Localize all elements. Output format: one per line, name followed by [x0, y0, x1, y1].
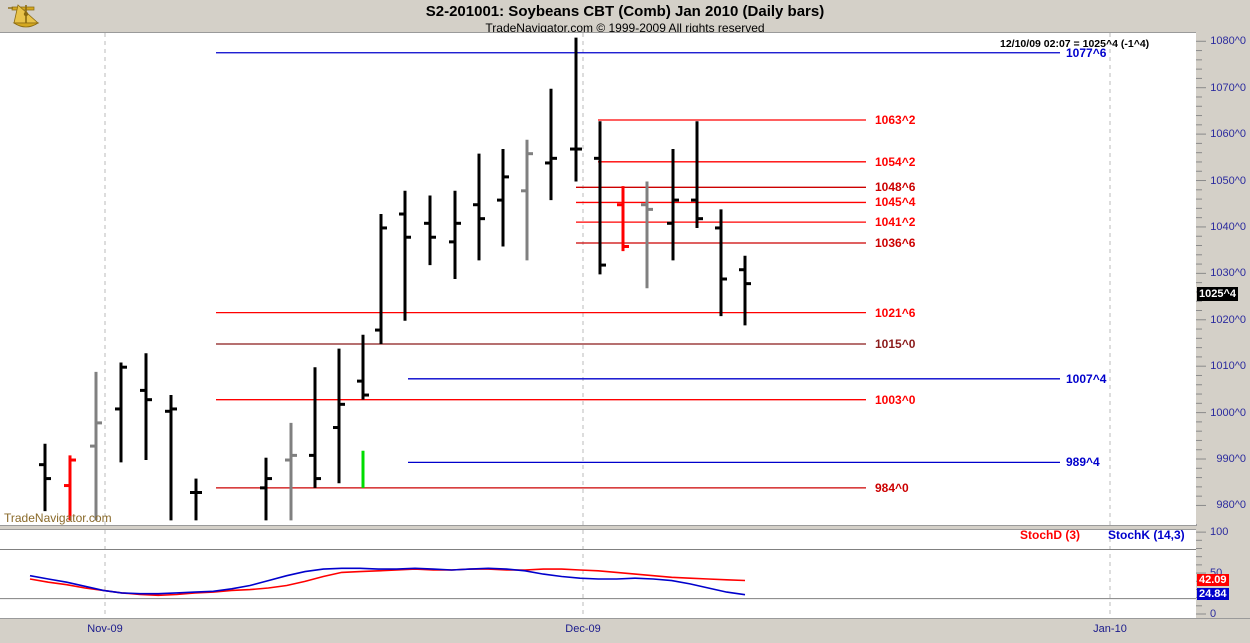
price-axis-tick-label: 1020^0 [1210, 313, 1246, 326]
date-axis-label: Dec-09 [565, 623, 601, 635]
price-level-label: 1015^0 [875, 336, 916, 351]
price-axis-ticks [1196, 40, 1206, 506]
price-level-label: 1036^6 [875, 236, 916, 251]
price-level-label: 989^4 [1066, 455, 1100, 470]
price-level-label: 1048^6 [875, 180, 916, 195]
price-axis-tick-label: 1060^0 [1210, 128, 1246, 141]
price-level-label: 1021^6 [875, 305, 916, 320]
chart-header: S2-201001: Soybeans CBT (Comb) Jan 2010 … [0, 0, 1250, 35]
stochastic-indicator-panel[interactable]: StochD (3) StochK (14,3) [0, 529, 1197, 620]
quote-readout: 12/10/09 02:07 = 1025^4 (-1^4) [1000, 38, 1150, 50]
sextant-logo-icon [4, 1, 50, 31]
stoch-k-value-badge: 24.84 [1197, 587, 1229, 600]
date-axis[interactable]: Nov-09 Dec-09 Jan-10 [0, 618, 1250, 643]
price-level-label: 1077^6 [1066, 45, 1107, 60]
price-level-label: 1054^2 [875, 154, 916, 169]
price-level-label: 1007^4 [1066, 371, 1107, 386]
price-axis-tick-label: 1030^0 [1210, 267, 1246, 280]
price-axis-tick-label: 990^0 [1216, 453, 1246, 466]
price-level-label: 1063^2 [875, 113, 916, 128]
price-axis[interactable]: 1080^0 1070^0 1060^0 1050^0 1040^0 1030^0 1020… [1196, 32, 1250, 524]
stochastic-canvas [0, 530, 1196, 619]
stoch-k-legend: StochK (14,3) [1108, 529, 1185, 542]
price-axis-tick-label: 1070^0 [1210, 81, 1246, 94]
date-axis-label: Nov-09 [87, 623, 123, 635]
stochastic-axis-tick-label: 100 [1210, 526, 1229, 539]
last-price-badge: 1025^4 [1197, 287, 1239, 302]
stochastic-axis-tick-label: 0 [1210, 608, 1217, 620]
page-title: S2-201001: Soybeans CBT (Comb) Jan 2010 … [425, 3, 825, 20]
price-axis-tick-label: 1010^0 [1210, 360, 1246, 373]
price-axis-tick-label: 980^0 [1216, 499, 1246, 512]
price-chart-canvas [39, 33, 1111, 525]
stoch-d-value-badge: 42.09 [1197, 573, 1229, 586]
stoch-d-legend: StochD (3) [1020, 529, 1080, 542]
price-axis-tick-label: 1040^0 [1210, 220, 1246, 233]
price-level-label: 1041^2 [875, 215, 916, 230]
watermark-label: TradeNavigator.com [4, 511, 112, 525]
copyright-subtitle: TradeNavigator.com © 1999-2009 All right… [485, 21, 765, 35]
stochastic-axis[interactable]: 100500 42.09 24.84 [1196, 526, 1250, 620]
date-axis-label: Jan-10 [1093, 623, 1127, 635]
stoch-d-line [29, 568, 746, 597]
price-level-label: 1003^0 [875, 392, 916, 407]
price-chart-panel[interactable]: 12/10/09 02:07 = 1025^4 (-1^4) TradeNavi… [0, 32, 1197, 526]
price-axis-tick-label: 1000^0 [1210, 406, 1246, 419]
price-level-label: 1045^4 [875, 195, 916, 210]
price-axis-tick-label: 1080^0 [1210, 35, 1246, 48]
stoch-k-line [29, 567, 746, 596]
price-axis-tick-label: 1050^0 [1210, 174, 1246, 187]
price-level-label: 984^0 [875, 480, 909, 495]
